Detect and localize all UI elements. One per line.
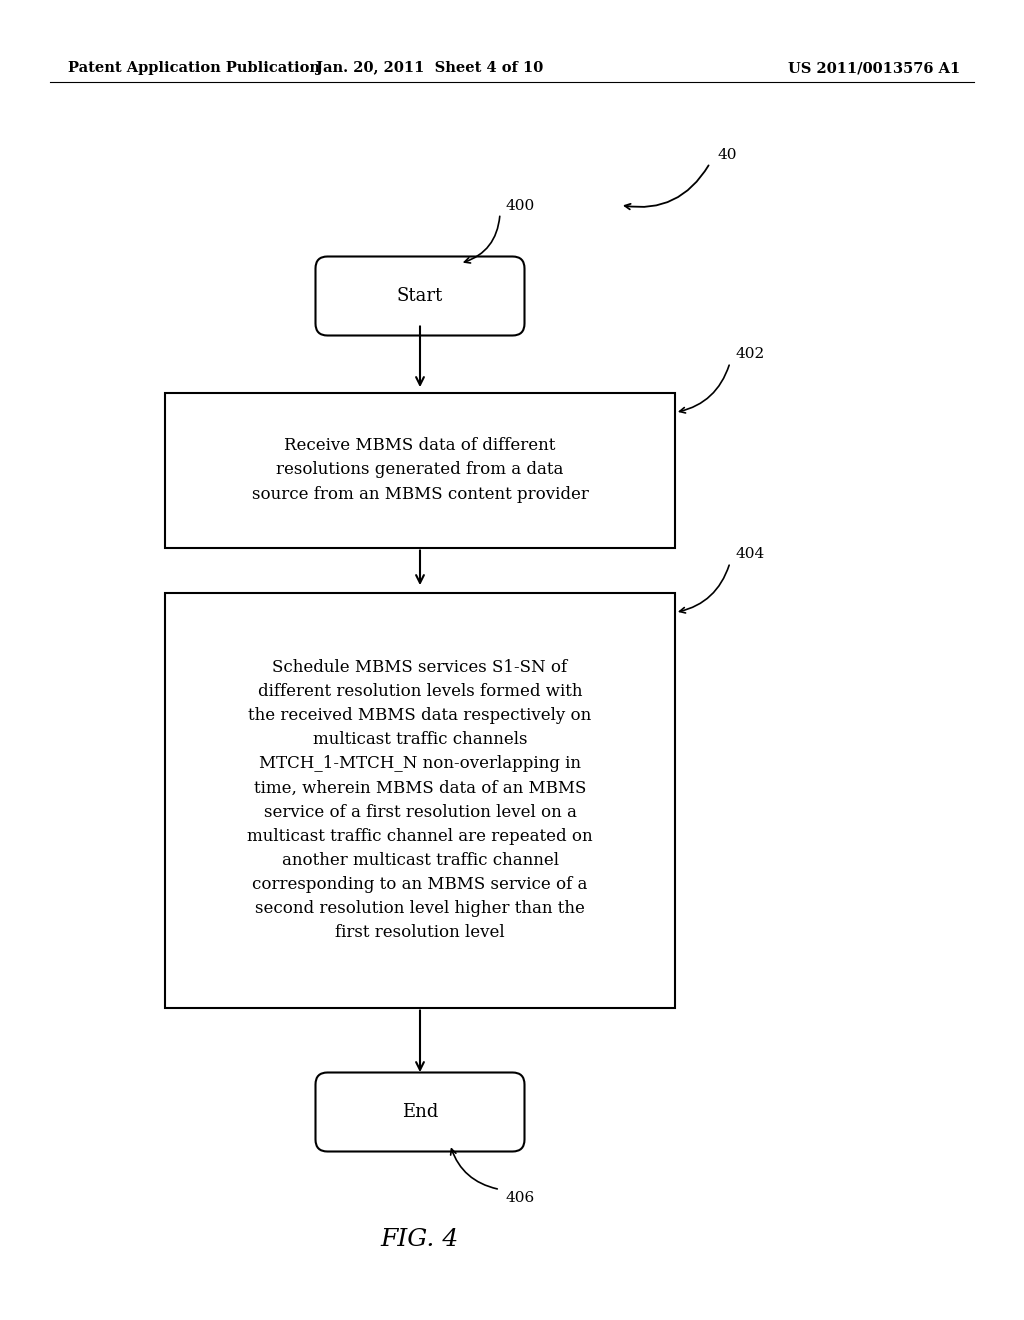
FancyBboxPatch shape <box>315 1072 524 1151</box>
Text: Schedule MBMS services S1-SN of
different resolution levels formed with
the rece: Schedule MBMS services S1-SN of differen… <box>247 659 593 941</box>
Text: 40: 40 <box>718 148 737 162</box>
Text: US 2011/0013576 A1: US 2011/0013576 A1 <box>787 61 961 75</box>
Text: 402: 402 <box>735 347 764 362</box>
Text: End: End <box>401 1104 438 1121</box>
FancyBboxPatch shape <box>315 256 524 335</box>
Text: 400: 400 <box>505 199 535 214</box>
Bar <box>165 392 675 548</box>
Text: Patent Application Publication: Patent Application Publication <box>68 61 319 75</box>
Text: Jan. 20, 2011  Sheet 4 of 10: Jan. 20, 2011 Sheet 4 of 10 <box>316 61 544 75</box>
Text: 404: 404 <box>735 548 764 561</box>
Text: FIG. 4: FIG. 4 <box>381 1229 459 1251</box>
Text: Receive MBMS data of different
resolutions generated from a data
source from an : Receive MBMS data of different resolutio… <box>252 437 589 503</box>
Bar <box>165 593 675 1007</box>
Text: Start: Start <box>397 286 443 305</box>
Text: 406: 406 <box>505 1191 535 1204</box>
